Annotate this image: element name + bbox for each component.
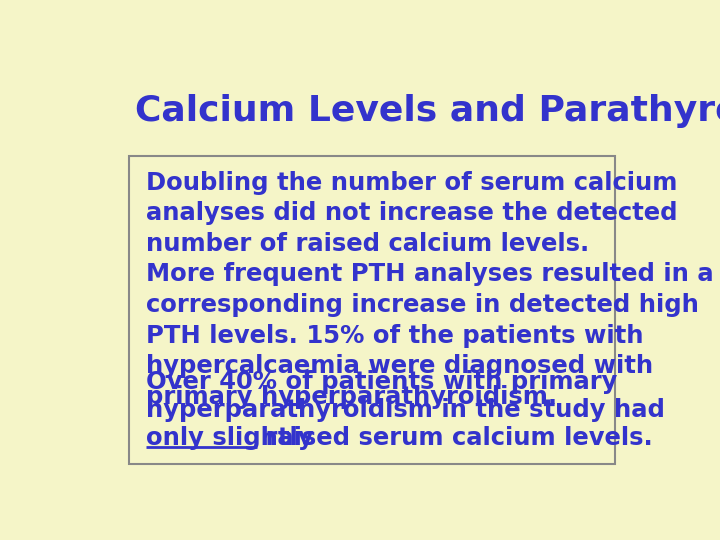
Text: only slightly: only slightly (145, 426, 313, 450)
FancyBboxPatch shape (129, 156, 615, 464)
Text: Over 40% of patients with primary: Over 40% of patients with primary (145, 370, 617, 394)
Text: Calcium Levels and Parathyroidism: Calcium Levels and Parathyroidism (135, 94, 720, 128)
Text: hyperparathyroidism in the study had: hyperparathyroidism in the study had (145, 399, 665, 422)
Text: raised serum calcium levels.: raised serum calcium levels. (258, 426, 653, 450)
Text: More frequent PTH analyses resulted in a
corresponding increase in detected high: More frequent PTH analyses resulted in a… (145, 262, 714, 409)
Text: Doubling the number of serum calcium
analyses did not increase the detected
numb: Doubling the number of serum calcium ana… (145, 171, 678, 256)
